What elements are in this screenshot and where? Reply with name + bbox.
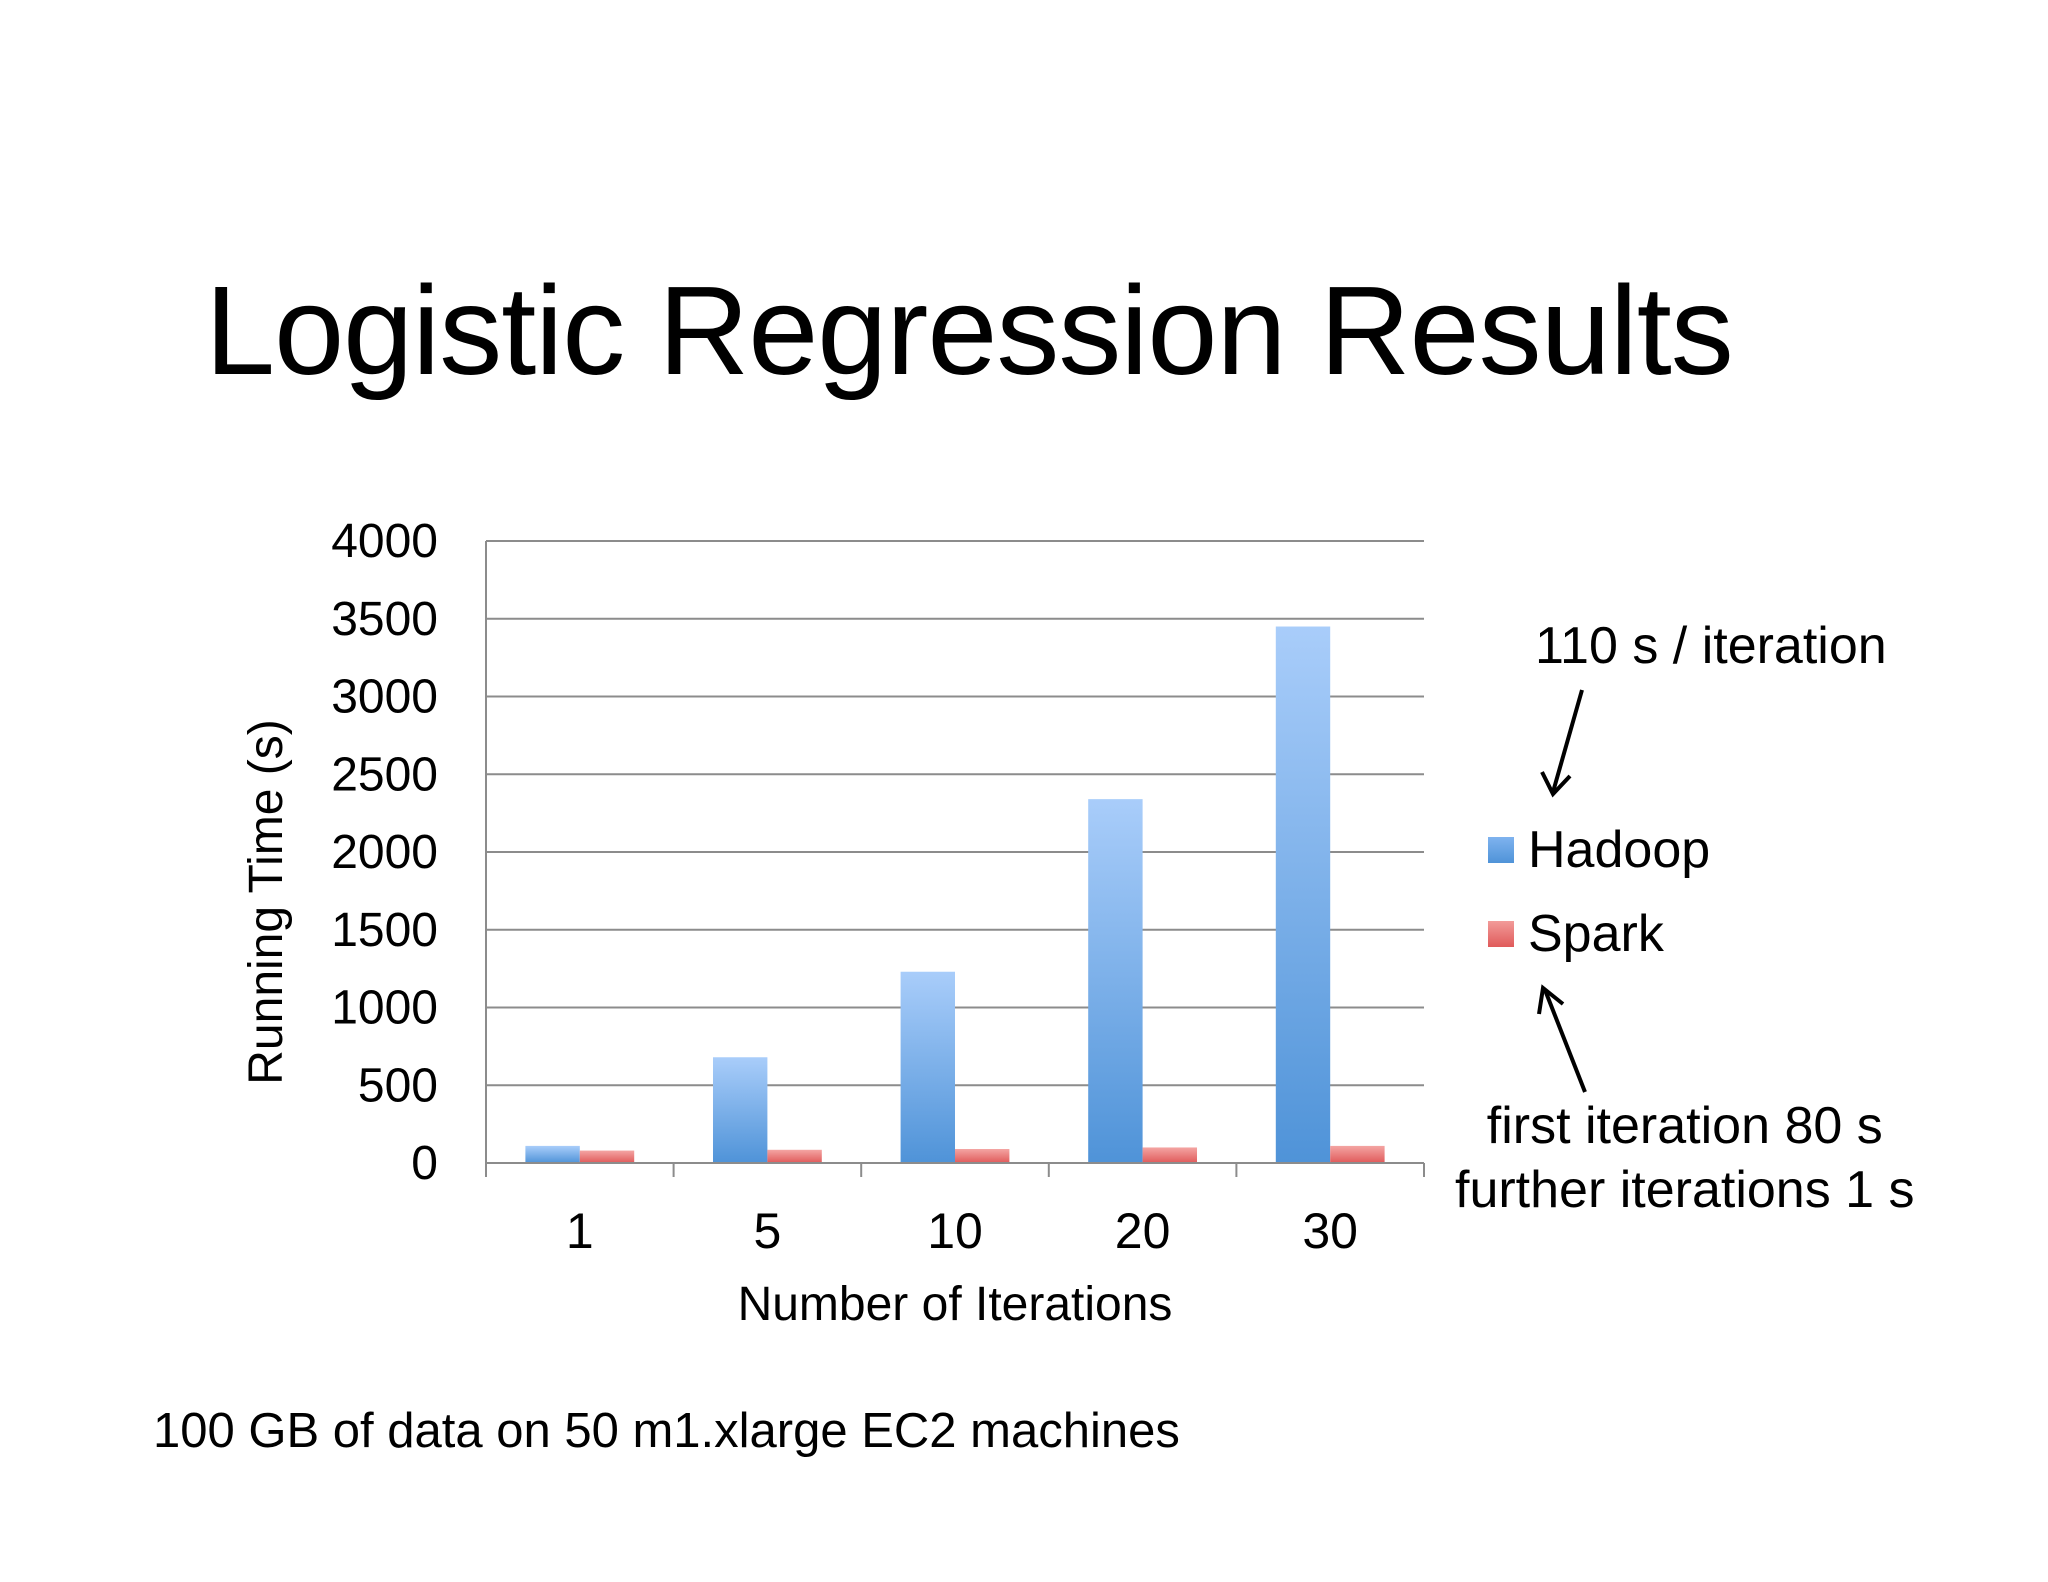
bar-hadoop: [1088, 799, 1143, 1163]
bar-spark: [1142, 1147, 1198, 1163]
spark-annotation-line2: further iterations 1 s: [1455, 1161, 1915, 1219]
spark-annotation: first iteration 80 s further iterations …: [1455, 1094, 1915, 1222]
y-tick-label: 4000: [331, 515, 438, 568]
legend-label-spark: Spark: [1528, 905, 1664, 963]
bar-spark: [955, 1149, 1010, 1163]
x-tick-label: 1: [566, 1203, 594, 1259]
spark-annotation-line1: first iteration 80 s: [1486, 1097, 1883, 1155]
hadoop-annotation-arrow: [1551, 689, 1584, 793]
x-tick-label: 5: [753, 1203, 781, 1259]
legend-item-hadoop: Hadoop: [1488, 820, 1710, 880]
slide-title: Logistic Regression Results: [205, 260, 1734, 401]
slide-footnote: 100 GB of data on 50 m1.xlarge EC2 machi…: [153, 1404, 1180, 1458]
y-tick-label: 3000: [331, 671, 438, 724]
bar-hadoop: [525, 1145, 580, 1163]
y-tick-label: 1500: [331, 904, 438, 957]
bar-spark: [1330, 1145, 1385, 1163]
y-tick-label: 500: [358, 1059, 438, 1112]
bar-spark: [579, 1150, 635, 1163]
y-tick-label: 0: [411, 1137, 438, 1190]
x-tick-label: 30: [1302, 1203, 1358, 1259]
y-tick-label: 2500: [331, 748, 438, 801]
x-tick-label: 10: [927, 1203, 983, 1259]
bar-hadoop: [900, 971, 955, 1163]
bar-hadoop: [712, 1057, 768, 1163]
hadoop-annotation-arrowhead: [1540, 771, 1572, 798]
hadoop-annotation: 110 s / iteration: [1535, 617, 1887, 675]
bar-hadoop: [1275, 626, 1331, 1163]
y-tick-label: 2000: [331, 826, 438, 879]
x-axis-title: Number of Iterations: [738, 1278, 1173, 1331]
spark-annotation-arrowhead: [1537, 984, 1565, 1015]
bar-spark: [767, 1149, 822, 1163]
x-tick-label: 20: [1115, 1203, 1171, 1259]
y-tick-label: 1000: [331, 982, 438, 1035]
legend-swatch-hadoop: [1488, 837, 1514, 863]
spark-annotation-arrow: [1543, 989, 1587, 1093]
y-axis-title: Running Time (s): [240, 719, 293, 1084]
y-tick-label: 3500: [331, 593, 438, 646]
legend-label-hadoop: Hadoop: [1528, 821, 1711, 879]
legend-item-spark: Spark: [1488, 904, 1664, 964]
legend-swatch-spark: [1488, 921, 1514, 947]
